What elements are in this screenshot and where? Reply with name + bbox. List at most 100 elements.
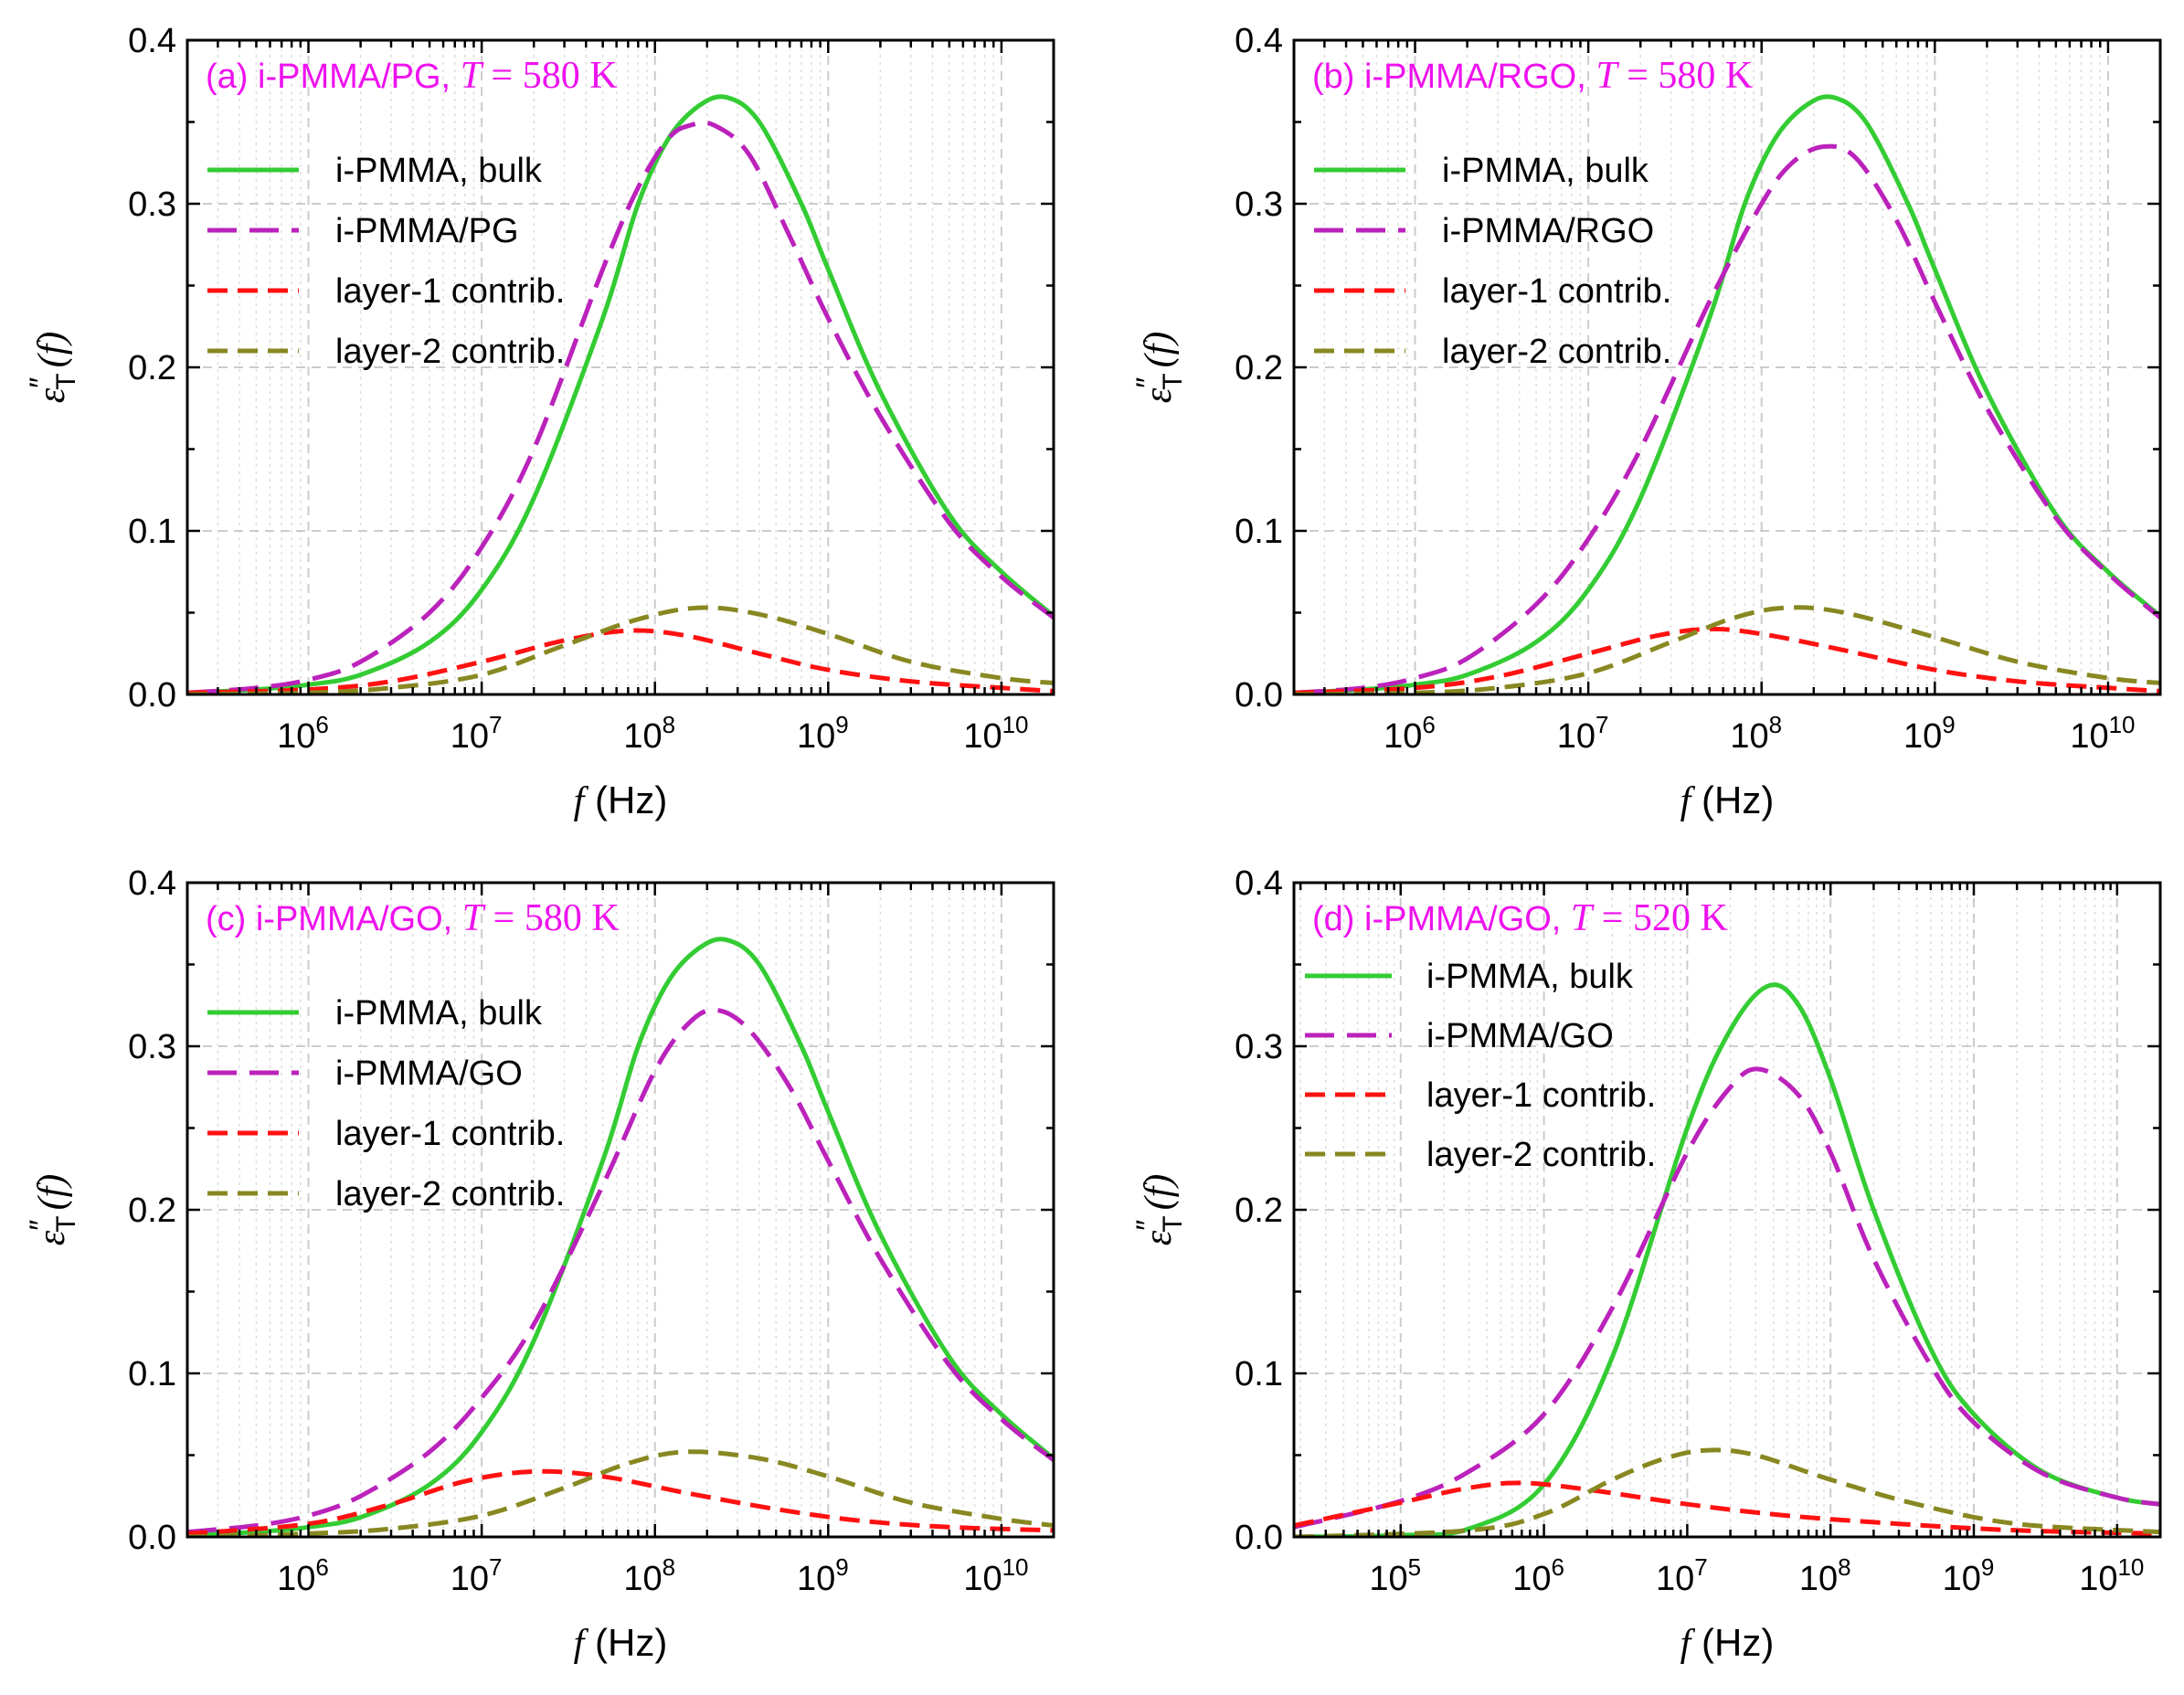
y-tick-label: 0.1	[128, 513, 176, 551]
legend-label: i-PMMA, bulk	[1426, 958, 1634, 996]
x-tick-label: 106	[1384, 711, 1436, 756]
series-group	[187, 94, 1054, 694]
x-axis-label: f (Hz)	[574, 1621, 668, 1665]
x-tick-label: 107	[451, 711, 503, 756]
y-tick-label: 0.0	[1235, 1519, 1283, 1557]
x-tick-label: 107	[451, 1553, 503, 1598]
legend-label: i-PMMA/RGO	[1442, 212, 1654, 250]
series-line-3	[187, 1449, 1054, 1537]
tick-marks	[1294, 881, 2162, 1539]
legend: i-PMMA, bulk i-PMMA/RGO layer-1 contrib. la…	[1314, 152, 1671, 371]
y-tick-label: 0.2	[1235, 1192, 1283, 1230]
grid	[187, 883, 1054, 1537]
legend-label: layer-2 contrib.	[335, 333, 565, 371]
x-tick-label: 109	[797, 1553, 849, 1598]
x-tick-label: 106	[277, 1553, 329, 1598]
tick-marks	[1292, 38, 2162, 696]
panel-d: 0.0 0.1 0.2 0.3 0.4 105 106 107 108 109 1010 f (Hz)…	[1130, 864, 2162, 1665]
y-tick-label: 0.1	[128, 1355, 176, 1393]
grid	[187, 40, 1054, 694]
grid	[1294, 883, 2160, 1537]
x-tick-label: 106	[277, 711, 329, 756]
series-line-0	[1294, 982, 2160, 1537]
series-line-0	[187, 937, 1054, 1537]
panel-b: 0.0 0.1 0.2 0.3 0.4 106 107 108 109 1010 f (Hz) ε″T…	[1130, 22, 2162, 822]
x-tick-label: 107	[1557, 711, 1609, 756]
legend-label: i-PMMA/GO	[1426, 1017, 1614, 1055]
y-tick-label: 0.3	[1235, 185, 1283, 224]
series-line-2	[187, 628, 1054, 694]
series-line-1	[1294, 1066, 2160, 1530]
legend-label: layer-1 contrib.	[1442, 272, 1671, 311]
x-tick-label: 108	[1799, 1553, 1851, 1598]
y-tick-label: 0.1	[1235, 1355, 1283, 1393]
legend-label: layer-1 contrib.	[335, 272, 565, 311]
x-tick-label: 107	[1656, 1553, 1708, 1598]
panel-a: 0.0 0.1 0.2 0.3 0.4 106 107 108 109 1010 f (Hz) ε″T…	[24, 22, 1055, 822]
y-tick-label: 0.3	[128, 185, 176, 224]
series-line-0	[1294, 94, 2160, 694]
legend: i-PMMA, bulk i-PMMA/GO layer-1 contrib. lay…	[1305, 958, 1656, 1174]
x-tick-label: 109	[797, 711, 849, 756]
x-tick-label: 1010	[2079, 1553, 2144, 1598]
y-tick-label: 0.2	[1235, 349, 1283, 387]
y-axis-label: ε″T(f)	[24, 1174, 81, 1246]
y-axis-label: ε″T(f)	[24, 332, 81, 404]
series-line-1	[187, 1007, 1054, 1535]
legend-label: i-PMMA, bulk	[1442, 152, 1649, 190]
legend: i-PMMA, bulk i-PMMA/PG layer-1 contrib. lay…	[207, 152, 565, 371]
legend-label: i-PMMA, bulk	[335, 994, 543, 1033]
y-tick-label: 0.1	[1235, 513, 1283, 551]
legend-label: i-PMMA/GO	[335, 1054, 523, 1093]
y-tick-label: 0.4	[128, 864, 176, 903]
series-group	[187, 937, 1054, 1537]
legend-label: i-PMMA, bulk	[335, 152, 543, 190]
panel-title: (d) i-PMMA/GO, T = 520 K	[1312, 897, 1728, 939]
legend-label: layer-2 contrib.	[1442, 333, 1671, 371]
legend-label: layer-1 contrib.	[335, 1115, 565, 1153]
series-line-1	[1294, 143, 2160, 694]
grid	[1294, 40, 2160, 694]
y-tick-label: 0.3	[1235, 1028, 1283, 1066]
x-axis-label: f (Hz)	[1680, 779, 1775, 822]
legend-label: layer-1 contrib.	[1426, 1076, 1656, 1115]
series-group	[1294, 982, 2160, 1537]
y-tick-label: 0.4	[1235, 864, 1283, 903]
y-tick-label: 0.0	[128, 1519, 176, 1557]
series-line-1	[187, 120, 1054, 694]
series-line-3	[1294, 1447, 2160, 1537]
x-axis-label: f (Hz)	[574, 779, 668, 822]
y-tick-label: 0.4	[128, 22, 176, 60]
series-line-3	[1294, 605, 2160, 694]
series-line-0	[187, 94, 1054, 694]
x-tick-label: 1010	[2070, 711, 2135, 756]
legend-label: layer-2 contrib.	[335, 1175, 565, 1213]
tick-marks	[186, 38, 1055, 696]
x-tick-label: 108	[623, 1553, 675, 1598]
y-tick-label: 0.2	[128, 349, 176, 387]
x-tick-label: 106	[1512, 1553, 1564, 1598]
x-tick-label: 1010	[963, 1553, 1028, 1598]
tick-marks	[186, 881, 1055, 1539]
x-axis-label: f (Hz)	[1680, 1621, 1775, 1665]
panel-c: 0.0 0.1 0.2 0.3 0.4 106 107 108 109 1010 f (Hz) ε″T…	[24, 864, 1055, 1665]
x-tick-label: 1010	[963, 711, 1028, 756]
panel-title: (b) i-PMMA/RGO, T = 580 K	[1312, 55, 1753, 97]
legend-label: layer-2 contrib.	[1426, 1136, 1656, 1174]
y-tick-label: 0.2	[128, 1192, 176, 1230]
series-line-2	[187, 1468, 1054, 1536]
legend-label: i-PMMA/PG	[335, 212, 519, 250]
panel-title: (c) i-PMMA/GO, T = 580 K	[206, 897, 620, 939]
x-tick-label: 108	[623, 711, 675, 756]
y-tick-label: 0.0	[128, 676, 176, 715]
x-tick-label: 109	[1903, 711, 1956, 756]
series-group	[1294, 94, 2160, 694]
panel-title: (a) i-PMMA/PG, T = 580 K	[206, 55, 618, 97]
y-tick-label: 0.0	[1235, 676, 1283, 715]
y-axis-label: ε″T(f)	[1130, 1174, 1188, 1246]
x-tick-label: 108	[1730, 711, 1782, 756]
y-tick-label: 0.4	[1235, 22, 1283, 60]
legend: i-PMMA, bulk i-PMMA/GO layer-1 contrib. lay…	[207, 994, 565, 1213]
x-tick-label: 105	[1369, 1553, 1421, 1598]
